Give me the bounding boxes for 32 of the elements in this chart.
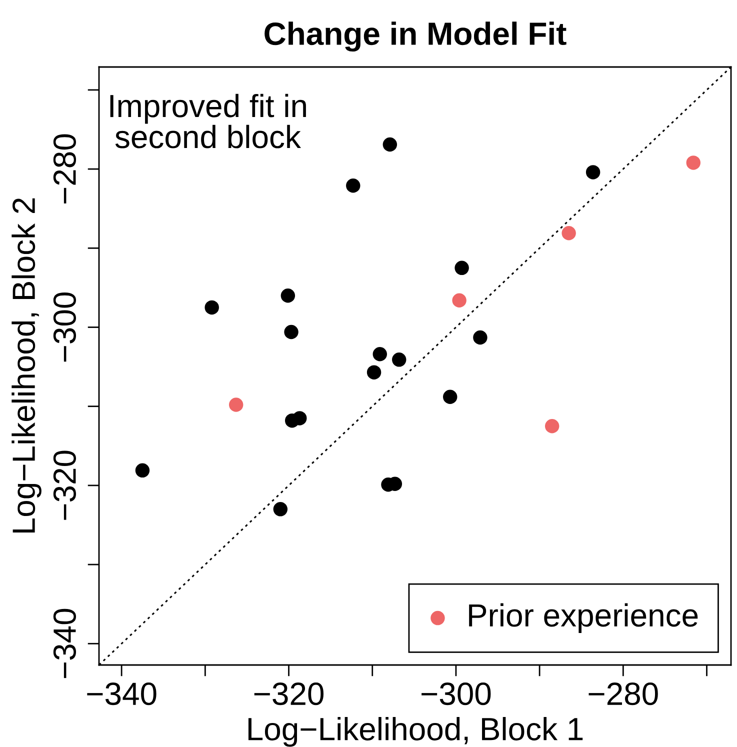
y-tick-label: −320 (53, 450, 76, 520)
x-axis-title: Log−Likelihood, Block 1 (248, 717, 583, 747)
point (454, 260, 469, 276)
x-tick-label: −340 (87, 682, 156, 706)
point (586, 165, 600, 180)
point (473, 330, 488, 345)
point (273, 502, 288, 516)
y-tick-label: −280 (53, 134, 76, 204)
point (292, 411, 307, 426)
y-tick-label: −300 (53, 292, 76, 362)
point (366, 365, 382, 380)
point (452, 293, 466, 308)
point (562, 226, 576, 240)
point (686, 156, 700, 170)
point (544, 419, 560, 434)
chart-title: Change in Model Fit (264, 22, 566, 52)
x-tick-label: −300 (422, 682, 491, 706)
y-axis-title: Log−Likelihood, Block 2 (12, 198, 42, 533)
point (346, 178, 360, 193)
point (228, 398, 244, 412)
point (135, 463, 150, 478)
point (442, 390, 458, 404)
x-tick-label: −320 (254, 682, 324, 706)
point (392, 352, 406, 367)
annotation: Improved fit in second block (110, 94, 306, 148)
point (382, 137, 398, 152)
point (280, 288, 296, 303)
point (372, 347, 388, 362)
legend-label: Prior experience (469, 603, 698, 634)
x-tick-label: −280 (588, 682, 658, 706)
point (204, 300, 219, 315)
point (284, 324, 298, 340)
